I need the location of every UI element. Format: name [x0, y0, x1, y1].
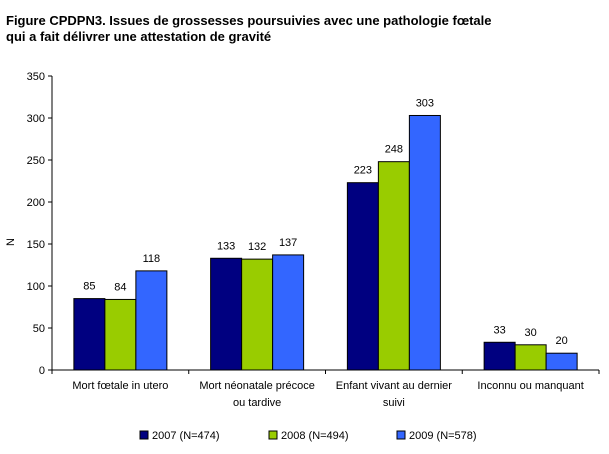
y-tick-label: 0 [39, 365, 45, 377]
y-tick-label: 150 [27, 239, 45, 251]
data-label: 223 [354, 165, 372, 177]
legend: 2007 (N=474) 2008 (N=494) 2009 (N=578) [139, 430, 477, 442]
y-tick-label: 300 [27, 113, 45, 125]
x-tick-label: suivi [383, 397, 405, 409]
bar [241, 258, 274, 371]
y-tick-label: 350 [27, 71, 45, 83]
bar [135, 270, 168, 371]
chart-title-line-2: qui a fait délivrer une attestation de g… [6, 29, 271, 44]
y-tick-label: 50 [33, 323, 45, 335]
x-tick-label: Mort fœtale in utero [72, 380, 168, 392]
bar [104, 298, 137, 371]
legend-swatch [396, 430, 406, 440]
bar [272, 254, 305, 371]
y-tick-label: 250 [27, 155, 45, 167]
x-tick-label: Inconnu ou manquant [477, 380, 583, 392]
bar [377, 161, 410, 371]
data-label: 118 [143, 253, 161, 265]
bar [210, 257, 243, 371]
data-label: 132 [248, 241, 266, 253]
data-label: 30 [525, 327, 537, 339]
bar [346, 182, 379, 371]
data-label: 20 [556, 335, 568, 347]
plot-area: 0 50 100 150 200 250 300 350 85 84 118 Mort fœtale … [27, 71, 600, 409]
x-tick-label: ou tardive [233, 397, 281, 409]
data-label: 303 [416, 97, 434, 109]
y-tick-label: 100 [27, 281, 45, 293]
x-tick-label: Mort néonatale précoce [199, 380, 315, 392]
legend-swatch [268, 430, 278, 440]
x-tick-label: Enfant vivant au dernier [336, 380, 453, 392]
data-label: 84 [114, 281, 126, 293]
legend-label: 2008 (N=494) [281, 430, 349, 442]
chart-title-line-1: Figure CPDPN3. Issues de grossesses pour… [6, 13, 492, 28]
data-label: 33 [494, 324, 506, 336]
data-label: 133 [217, 240, 235, 252]
legend-swatch [139, 430, 149, 440]
legend-label: 2007 (N=474) [152, 430, 220, 442]
y-axis-label: N [5, 238, 17, 246]
bar [545, 352, 578, 371]
bar [514, 344, 547, 371]
data-label: 248 [385, 144, 403, 156]
bar [73, 298, 106, 371]
y-tick-label: 200 [27, 197, 45, 209]
data-label: 137 [279, 237, 297, 249]
bar [483, 341, 516, 371]
bar [408, 114, 441, 371]
legend-label: 2009 (N=578) [409, 430, 477, 442]
data-label: 85 [83, 281, 95, 293]
